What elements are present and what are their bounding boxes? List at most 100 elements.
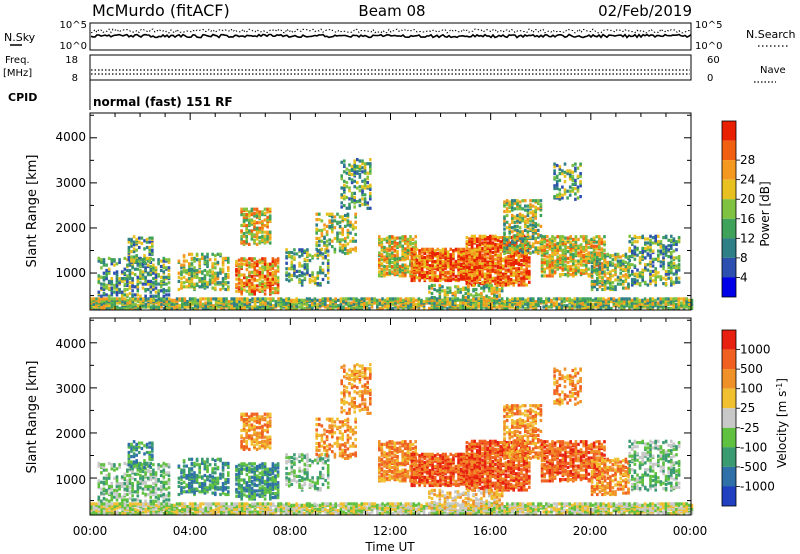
power-cell <box>322 278 325 281</box>
power-cell <box>619 255 622 258</box>
power-cell <box>334 248 337 251</box>
power-cell <box>349 232 352 235</box>
power-cell <box>341 215 344 218</box>
power-cell <box>356 170 359 173</box>
power-cell <box>551 235 554 238</box>
power-cell <box>227 257 230 260</box>
power-cell <box>259 271 262 274</box>
power-cell <box>353 196 356 199</box>
power-cell <box>214 262 217 265</box>
power-cell <box>649 297 652 300</box>
power-cell <box>261 265 264 268</box>
power-cell <box>535 300 538 303</box>
power-cell <box>274 287 277 290</box>
power-cell <box>615 299 618 302</box>
power-cell <box>494 277 497 280</box>
power-cell <box>521 230 524 233</box>
power-cell <box>556 175 559 178</box>
power-cell <box>434 271 437 274</box>
power-cell <box>412 238 415 241</box>
power-cell <box>246 290 249 293</box>
power-cell <box>124 288 127 291</box>
power-cell <box>596 253 599 256</box>
power-cell <box>559 179 562 182</box>
power-cell <box>249 299 252 302</box>
power-cell <box>160 269 163 272</box>
freq-unit: [MHz] <box>3 68 32 79</box>
power-cell <box>450 253 453 256</box>
power-cell <box>468 248 471 251</box>
power-cell <box>496 305 499 308</box>
power-cell <box>592 299 595 302</box>
power-cell <box>141 242 144 245</box>
power-cell <box>577 260 580 263</box>
power-cell <box>336 232 339 235</box>
power-cell <box>217 253 220 256</box>
power-cell <box>352 237 355 240</box>
power-cell <box>277 257 280 260</box>
power-cell <box>212 304 215 307</box>
power-cell <box>423 300 426 303</box>
power-cell <box>155 299 158 302</box>
power-cell <box>358 299 361 302</box>
power-cell <box>625 253 628 256</box>
power-cell <box>368 297 371 300</box>
power-cell <box>199 297 202 300</box>
power-cell <box>315 241 318 244</box>
power-cell <box>391 241 394 244</box>
power-cell <box>343 195 346 198</box>
power-cell <box>381 297 384 300</box>
power-cell <box>334 237 337 240</box>
power-cell <box>520 271 523 274</box>
power-cell <box>574 187 577 190</box>
power-cell <box>562 273 565 276</box>
power-cell <box>410 297 413 300</box>
power-cell <box>603 249 606 252</box>
power-cell <box>361 166 364 169</box>
power-cell <box>567 265 570 268</box>
power-cell <box>316 303 319 306</box>
power-cell <box>217 281 220 284</box>
power-cell <box>291 274 294 277</box>
power-cell <box>391 251 394 254</box>
power-cell <box>139 269 142 272</box>
power-cell <box>580 269 583 272</box>
power-cell <box>347 219 350 222</box>
power-cell <box>301 264 304 267</box>
power-cell <box>486 252 489 255</box>
power-cell <box>597 297 600 300</box>
power-cell <box>543 274 546 277</box>
power-cell <box>309 278 312 281</box>
power-cell <box>633 297 636 300</box>
power-cell <box>511 214 514 217</box>
power-cell <box>532 219 535 222</box>
power-cell <box>614 253 617 256</box>
power-cell <box>243 213 246 216</box>
power-cell <box>473 271 476 274</box>
power-cell <box>143 247 146 250</box>
power-cell <box>542 305 545 308</box>
power-cell <box>524 299 527 302</box>
power-cell <box>540 203 543 206</box>
power-cell <box>426 255 429 258</box>
power-cell <box>473 259 476 262</box>
power-cell <box>258 227 261 230</box>
power-cell <box>622 260 625 263</box>
power-cell <box>416 276 419 279</box>
power-cell <box>514 297 517 300</box>
power-cell <box>121 280 124 283</box>
power-cell <box>124 268 127 271</box>
power-cell <box>189 297 192 300</box>
power-cell <box>644 297 647 300</box>
power-cell <box>314 254 317 257</box>
power-cell <box>259 288 262 291</box>
power-cell <box>590 238 593 241</box>
power-cell <box>366 297 369 300</box>
power-cell <box>494 269 497 272</box>
power-cell <box>391 235 394 238</box>
power-cell <box>575 260 578 263</box>
power-cell <box>341 228 344 231</box>
nsky-trace <box>91 35 691 38</box>
power-cell <box>389 297 392 300</box>
